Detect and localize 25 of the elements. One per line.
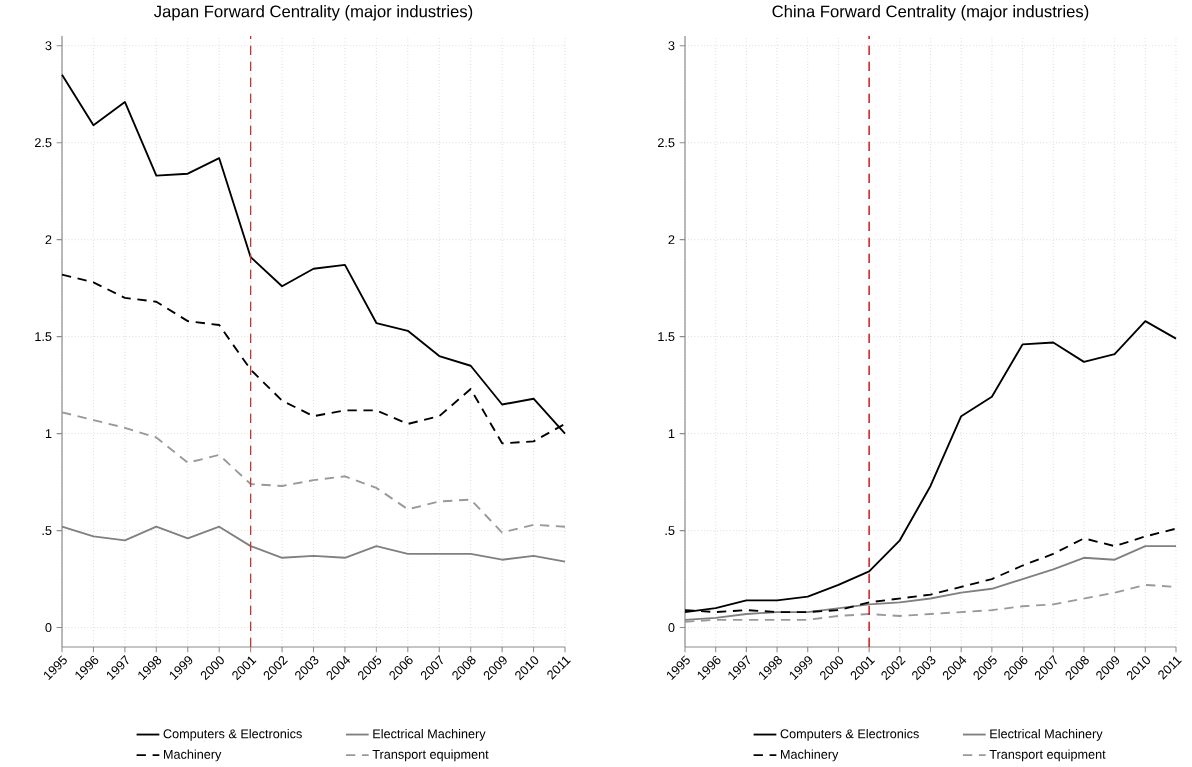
legend-label: Computers & Electronics bbox=[163, 728, 302, 741]
legend-label: Electrical Machinery bbox=[990, 728, 1103, 741]
y-tick-label: 3 bbox=[668, 41, 675, 51]
y-tick-label: 2 bbox=[45, 235, 52, 245]
legend-label: Machinery bbox=[163, 749, 222, 762]
chart-title: China Forward Centrality (major industries) bbox=[772, 5, 1089, 21]
legend-label: Machinery bbox=[780, 749, 839, 762]
line-series bbox=[61, 411, 566, 534]
y-tick-label: 0 bbox=[45, 623, 52, 633]
y-tick-label: .5 bbox=[42, 526, 52, 536]
y-tick-label: 1.5 bbox=[658, 332, 675, 342]
y-tick-label: 2.5 bbox=[657, 138, 675, 148]
legend-label: Transport equipment bbox=[372, 749, 489, 762]
y-tick-label: 1.5 bbox=[35, 332, 52, 342]
y-tick-label: 1 bbox=[668, 429, 675, 438]
y-tick-label: 2.5 bbox=[34, 138, 52, 148]
y-tick-label: 0 bbox=[668, 623, 675, 633]
y-tick-label: 1 bbox=[45, 429, 52, 438]
legend-label: Transport equipment bbox=[989, 749, 1106, 762]
y-tick-label: 3 bbox=[45, 41, 52, 51]
legend-label: Electrical Machinery bbox=[373, 728, 486, 741]
legend-label: Computers & Electronics bbox=[780, 728, 919, 741]
y-tick-label: .5 bbox=[665, 526, 675, 536]
chart-title: Japan Forward Centrality (major industries) bbox=[153, 5, 473, 21]
y-tick-label: 2 bbox=[668, 235, 675, 245]
